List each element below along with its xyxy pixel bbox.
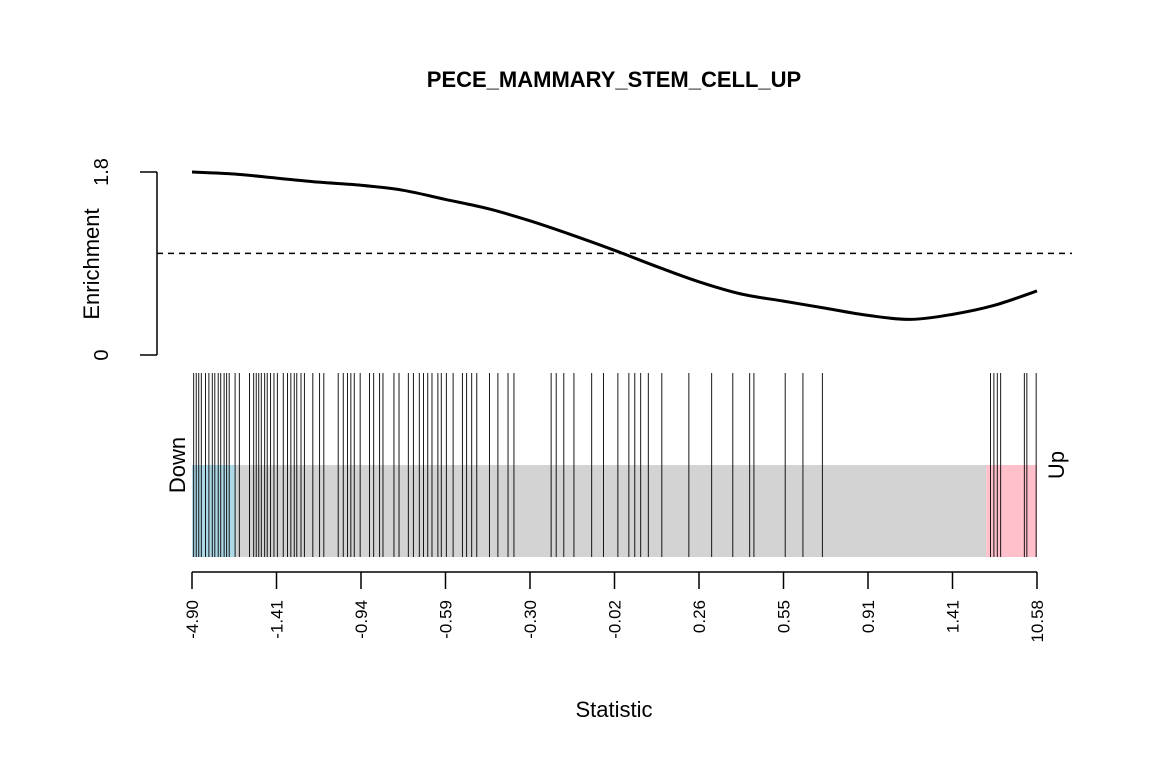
x-tick-label: -0.30 — [521, 600, 540, 639]
enrichment-panel: 01.8 — [91, 158, 1072, 361]
x-tick-label: -4.90 — [183, 600, 202, 639]
chart-title: PECE_MAMMARY_STEM_CELL_UP — [427, 67, 801, 92]
x-axis-title: Statistic — [575, 697, 652, 722]
y-tick-label: 1.8 — [91, 158, 113, 186]
x-axis: -4.90 -1.41 -0.94 -0.59 -0.30 -0.02 0.26 0.55 0.… — [183, 571, 1047, 643]
x-tick-label: -0.59 — [437, 600, 456, 639]
x-tick-label: 1.41 — [944, 600, 963, 633]
x-tick-label: -0.02 — [606, 600, 625, 639]
barcode-panel — [192, 373, 1037, 557]
y-axis-title: Enrichment — [79, 208, 104, 319]
down-label: Down — [165, 437, 190, 493]
up-region — [986, 465, 1037, 557]
middle-region — [235, 465, 987, 557]
x-tick-label: -1.41 — [268, 600, 287, 639]
x-tick-label: 0.55 — [775, 600, 794, 633]
x-tick-label: 0.91 — [859, 600, 878, 633]
up-label: Up — [1044, 451, 1069, 479]
x-tick-label: 0.26 — [690, 600, 709, 633]
x-tick-label: -0.94 — [352, 600, 371, 639]
enrichment-curve — [191, 170, 1038, 321]
x-tick-label: 10.58 — [1028, 600, 1047, 643]
down-region — [192, 465, 236, 557]
y-tick-label: 0 — [91, 349, 113, 360]
